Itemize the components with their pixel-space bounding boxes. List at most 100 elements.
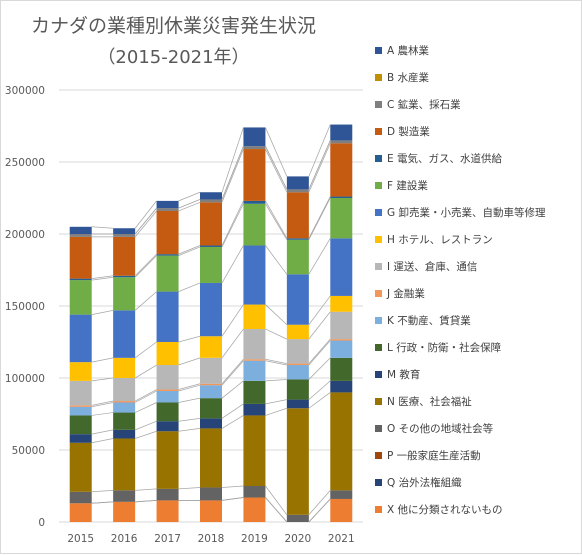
bar-segment <box>156 421 179 432</box>
series-connector-line <box>308 238 331 275</box>
legend-label: G 卸売業・小売業、自動車等修理 <box>387 207 546 219</box>
y-tick-label: 250000 <box>5 157 45 169</box>
bar-segment <box>330 340 353 358</box>
series-connector-line <box>178 397 201 403</box>
bar-segment <box>69 442 92 492</box>
legend-label: L 行政・防衛・社会保障 <box>387 342 502 354</box>
bar-segment <box>286 239 309 275</box>
bar-segment <box>330 295 353 312</box>
legend-item: Q 治外法権組織 <box>375 469 545 496</box>
series-connector-line <box>308 380 331 400</box>
legend-swatch <box>375 344 382 351</box>
series-connector-line <box>178 428 201 432</box>
legend-swatch <box>375 263 382 270</box>
bar-segment <box>286 363 309 366</box>
series-connector-line <box>308 197 331 240</box>
bar-segment <box>200 500 222 522</box>
bar-segment <box>243 200 266 204</box>
bar-segment <box>156 365 179 390</box>
series-connector-line <box>178 383 201 390</box>
series-connector-line <box>265 127 288 177</box>
bar-segment <box>286 324 309 340</box>
bar-segment <box>200 398 222 419</box>
legend-label: F 建設業 <box>387 180 428 192</box>
bar-segment <box>156 291 179 342</box>
legend-swatch <box>375 236 382 243</box>
series-connector-line <box>265 245 288 275</box>
legend-label: B 水産業 <box>387 72 430 84</box>
bar-segment <box>200 199 222 203</box>
bar-segment <box>156 389 179 391</box>
legend-swatch <box>375 506 382 513</box>
series-connector-line <box>134 255 157 278</box>
series-connector-line <box>91 412 114 416</box>
y-tick-label: 100000 <box>5 373 45 385</box>
bar-segment <box>113 438 136 491</box>
series-connector-line <box>178 191 201 202</box>
bar-segment <box>243 329 266 360</box>
bar-segment <box>69 280 92 315</box>
bar-segment <box>330 392 353 491</box>
series-connector-line <box>178 357 201 366</box>
bar-segment <box>69 226 92 234</box>
bar-segment <box>200 245 222 247</box>
bar-segment <box>330 124 353 141</box>
series-connector-line <box>308 340 331 366</box>
legend-swatch <box>375 371 382 378</box>
legend-label: D 製造業 <box>387 126 430 138</box>
series-connector-line <box>178 487 201 490</box>
series-connector-line <box>178 335 201 343</box>
bar-segment <box>113 378 136 402</box>
bar-segment <box>286 339 309 364</box>
bar-segment <box>243 203 266 246</box>
x-tick-label: 2021 <box>328 533 355 545</box>
legend-item: E 電気、ガス、水道供給 <box>375 145 545 172</box>
bar-segment <box>286 408 309 515</box>
bar-segment <box>156 390 179 403</box>
legend-item: D 製造業 <box>375 118 545 145</box>
bar-segment <box>286 274 309 325</box>
bar-segment <box>113 501 136 522</box>
bar-segment <box>330 198 353 239</box>
bar-segment <box>156 254 179 256</box>
bar-segment <box>156 402 179 422</box>
series-connector-line <box>308 338 331 364</box>
legend-item: F 建設業 <box>375 172 545 199</box>
legend-label: M 教育 <box>387 369 421 381</box>
bar-segment <box>243 403 266 416</box>
series-connector-line <box>134 253 157 277</box>
legend-swatch <box>375 479 382 486</box>
bar-segment <box>69 415 92 435</box>
series-connector-line <box>134 200 157 229</box>
bar-segment <box>69 491 92 504</box>
legend-item: H ホテル、レストラン <box>375 226 545 253</box>
legend-swatch <box>375 155 382 162</box>
series-connector-line <box>91 402 114 408</box>
bar-segment <box>200 385 222 399</box>
series-connector-line <box>221 127 244 193</box>
bar-segment <box>113 310 136 358</box>
series-connector-line <box>221 328 244 359</box>
series-connector-line <box>265 148 288 193</box>
series-connector-line <box>135 500 157 503</box>
legend-label: C 鉱業、採石業 <box>387 99 461 111</box>
series-connector-line <box>91 438 114 444</box>
series-connector-line <box>134 210 157 238</box>
bar-segment <box>286 365 309 380</box>
legend-label: K 不動産、賃貸業 <box>387 315 471 327</box>
series-connector-line <box>265 485 288 516</box>
bar-segment <box>69 434 92 443</box>
bar-segment <box>330 498 353 522</box>
y-tick-label: 300000 <box>5 85 45 97</box>
y-tick-label: 0 <box>38 517 45 529</box>
bar-segment <box>330 490 353 499</box>
series-connector-line <box>221 359 244 385</box>
bar-segment <box>113 401 136 403</box>
bar-segment <box>243 380 266 404</box>
bar-segment <box>113 490 136 502</box>
bar-segment <box>113 357 136 378</box>
bar-segment <box>113 275 136 278</box>
bar-segment <box>243 486 266 498</box>
x-tick-label: 2017 <box>154 533 181 545</box>
